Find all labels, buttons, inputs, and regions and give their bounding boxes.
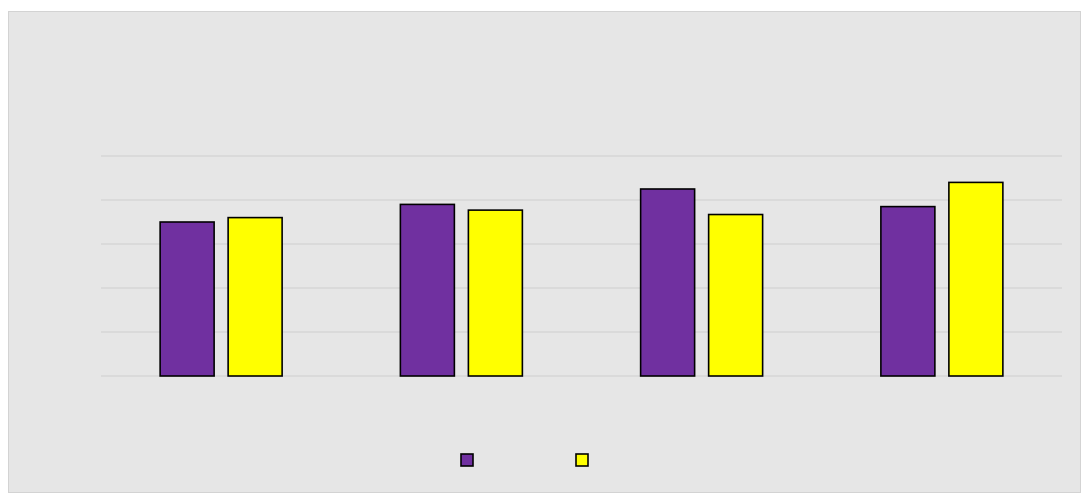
legend-swatch-series-1	[460, 453, 474, 467]
bar-series-2-category-4	[948, 181, 1004, 377]
legend	[460, 453, 589, 467]
bar-series-2-category-1	[227, 216, 283, 377]
bar-series-1-category-1	[159, 221, 215, 377]
bar-series-1-category-3	[639, 188, 696, 377]
bar-series-2-category-2	[467, 209, 524, 377]
legend-swatch-series-2	[575, 453, 589, 467]
bar-series-1-category-2	[399, 203, 456, 377]
bars	[159, 181, 1004, 377]
bar-series-2-category-3	[707, 213, 764, 377]
bar-series-1-category-4	[880, 205, 936, 377]
